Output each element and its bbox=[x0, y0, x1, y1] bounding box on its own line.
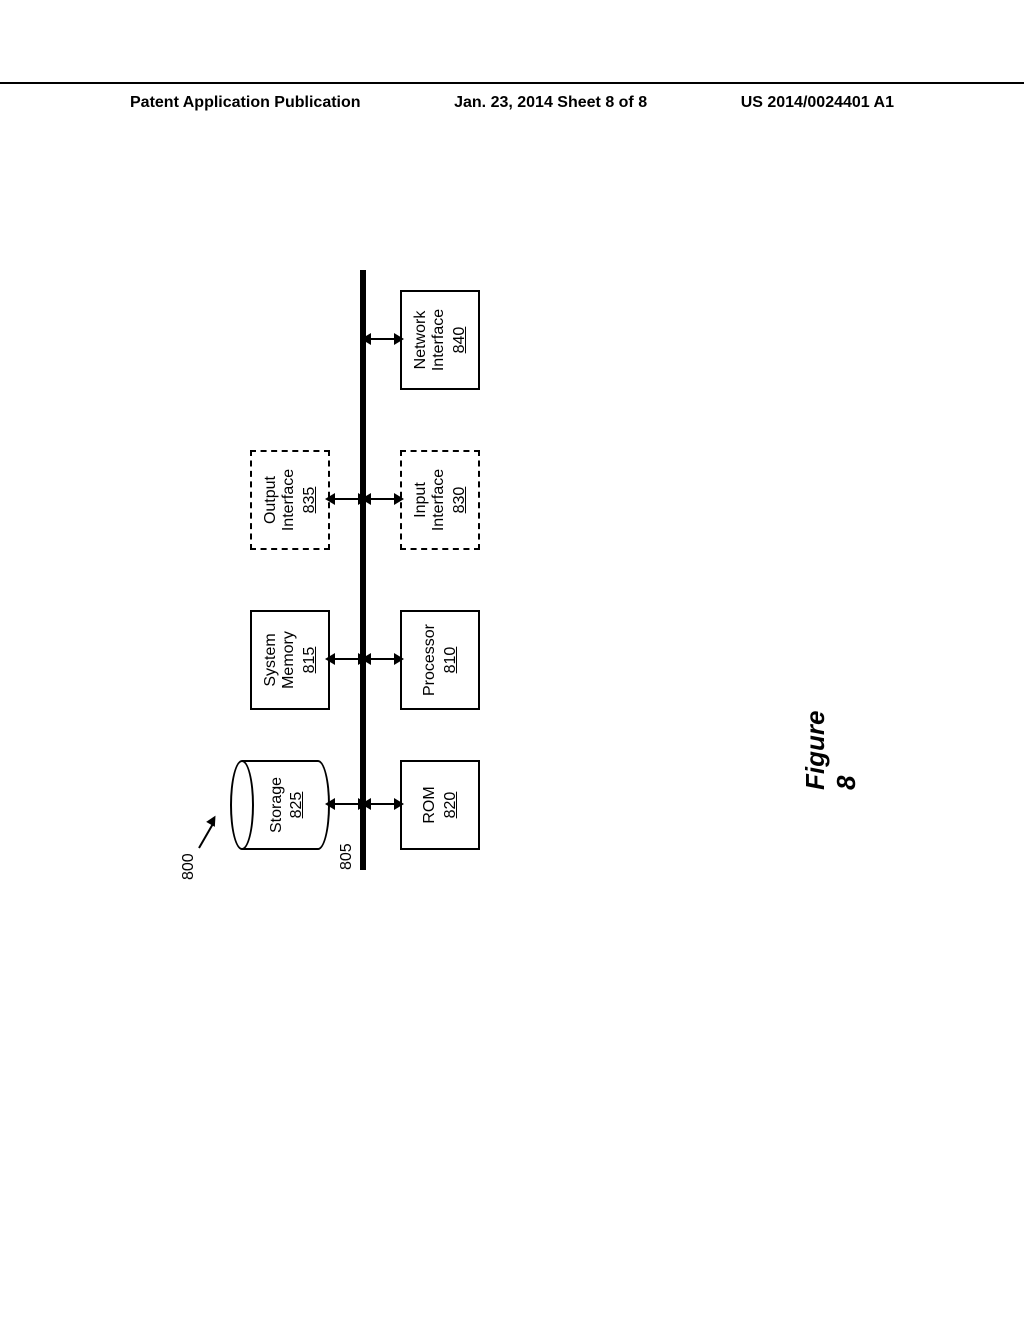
cylinder-top-icon bbox=[230, 760, 254, 850]
node-processor: Processor 810 bbox=[400, 610, 480, 710]
storage-ref: 825 bbox=[288, 760, 306, 850]
arrow-input bbox=[369, 498, 396, 500]
node-network: Network Interface 840 bbox=[400, 290, 480, 390]
rom-label: ROM bbox=[421, 786, 439, 823]
node-sysmem: System Memory 815 bbox=[250, 610, 330, 710]
bus-ref-label: 805 bbox=[338, 843, 356, 870]
rotated-group: 800 805 Storage 825 System Memory 815 Ou… bbox=[80, 210, 640, 910]
arrow-output bbox=[333, 498, 360, 500]
diagram-container: 800 805 Storage 825 System Memory 815 Ou… bbox=[150, 290, 850, 990]
arrow-processor bbox=[369, 658, 396, 660]
network-label: Network Interface bbox=[412, 309, 448, 371]
system-ref-label: 800 bbox=[180, 853, 198, 880]
arrow-network bbox=[369, 338, 396, 340]
rom-ref: 820 bbox=[442, 792, 460, 819]
figure-caption: Figure 8 bbox=[800, 711, 862, 790]
arrow-rom bbox=[369, 803, 396, 805]
header-center: Jan. 23, 2014 Sheet 8 of 8 bbox=[454, 94, 647, 112]
node-output: Output Interface 835 bbox=[250, 450, 330, 550]
sysmem-ref: 815 bbox=[301, 647, 319, 674]
processor-label: Processor bbox=[421, 624, 439, 696]
node-input: Input Interface 830 bbox=[400, 450, 480, 550]
system-bus bbox=[360, 270, 366, 870]
system-ref-pointer bbox=[198, 823, 214, 848]
system-ref-arrowhead-icon bbox=[206, 813, 220, 827]
arrow-sysmem bbox=[333, 658, 360, 660]
page-header: Patent Application Publication Jan. 23, … bbox=[0, 82, 1024, 112]
input-ref: 830 bbox=[451, 487, 469, 514]
node-storage: Storage 825 bbox=[230, 760, 330, 850]
node-rom: ROM 820 bbox=[400, 760, 480, 850]
processor-ref: 810 bbox=[442, 647, 460, 674]
input-label: Input Interface bbox=[412, 469, 448, 531]
sysmem-label: System Memory bbox=[262, 631, 298, 689]
header-left: Patent Application Publication bbox=[130, 94, 361, 112]
header-right: US 2014/0024401 A1 bbox=[741, 94, 894, 112]
output-ref: 835 bbox=[301, 487, 319, 514]
arrow-storage bbox=[333, 803, 360, 805]
storage-label: Storage bbox=[268, 760, 286, 850]
output-label: Output Interface bbox=[262, 469, 298, 531]
network-ref: 840 bbox=[451, 327, 469, 354]
